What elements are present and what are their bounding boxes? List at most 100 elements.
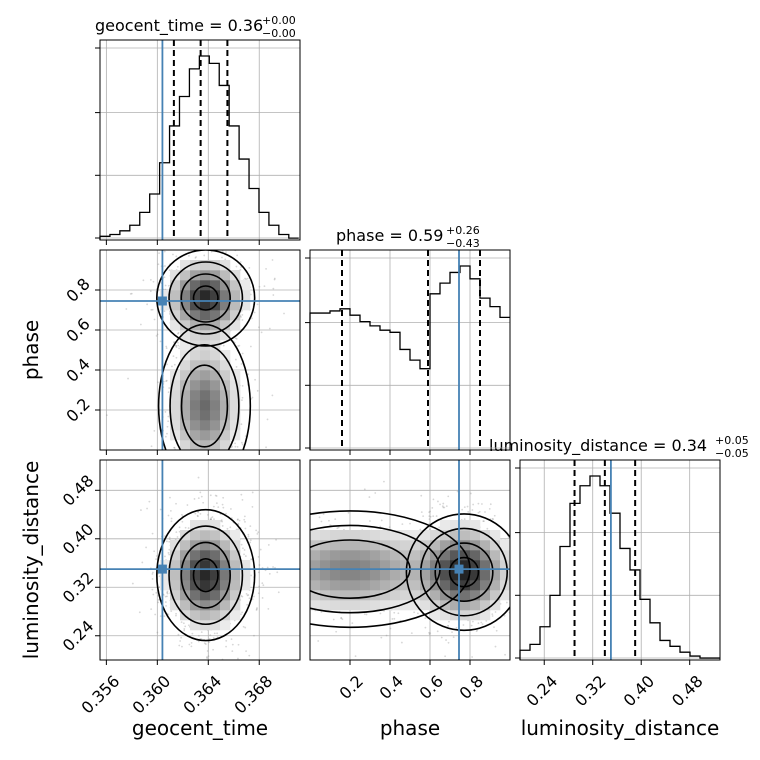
sample-point (186, 504, 189, 506)
ylabel-phase: phase (19, 320, 43, 380)
sample-point (205, 511, 207, 513)
sample-point (480, 621, 483, 624)
density-cell (170, 390, 181, 401)
sample-point (483, 520, 485, 523)
panel-frame (309, 249, 511, 451)
density-cell (500, 550, 510, 561)
sample-point (204, 470, 206, 472)
density-cell (190, 570, 201, 581)
sample-point (307, 540, 309, 542)
sample-point (485, 619, 488, 622)
contour-line (192, 557, 219, 593)
density-cell (180, 310, 191, 321)
sample-point (511, 616, 513, 618)
sample-point (164, 435, 167, 438)
sample-point (292, 607, 294, 609)
sample-point (238, 451, 240, 453)
sample-point (512, 543, 514, 545)
sample-point (216, 632, 219, 635)
sample-point (177, 344, 180, 347)
density-cell (210, 410, 221, 421)
density-cell (180, 580, 191, 591)
sample-point (189, 457, 191, 459)
sample-point (175, 344, 177, 347)
sample-point (235, 265, 238, 268)
sample-point (151, 308, 154, 311)
sample-point (481, 623, 484, 626)
truth-marker (157, 564, 167, 574)
sample-point (168, 540, 171, 543)
density-cell (340, 600, 351, 611)
truth-marker (454, 564, 464, 574)
title-luminosity-distance-sup: +0.05 (715, 434, 749, 447)
sample-point (139, 323, 142, 326)
density-cell (390, 580, 401, 591)
sample-point (432, 498, 435, 501)
density-cell (230, 580, 241, 591)
density-cell (420, 580, 431, 591)
sample-point (445, 505, 448, 508)
sample-point (155, 555, 158, 557)
sample-point (249, 555, 251, 557)
density-cell (220, 270, 231, 281)
sample-point (304, 543, 306, 545)
sample-point (184, 480, 186, 482)
sample-point (429, 632, 432, 635)
density-cell (230, 560, 241, 571)
sample-point (166, 595, 168, 598)
sample-point (534, 552, 536, 554)
contour-line (156, 508, 256, 642)
sample-point (388, 526, 391, 529)
sample-point (181, 645, 183, 648)
density-cell (180, 430, 191, 441)
sample-point (237, 345, 240, 347)
sample-point (271, 259, 274, 261)
sample-point (198, 455, 200, 457)
density-cell (480, 570, 491, 581)
density-cell (310, 570, 321, 581)
density-cell (180, 540, 191, 551)
sample-point (251, 491, 254, 494)
sample-point (172, 355, 175, 358)
sample-point (241, 595, 244, 598)
sample-point (182, 497, 184, 499)
sample-point (235, 365, 238, 368)
density-cell (220, 330, 231, 341)
sample-point (240, 423, 243, 426)
sample-point (303, 595, 305, 597)
sample-point (447, 624, 449, 627)
sample-point (285, 539, 287, 541)
sample-point (305, 571, 307, 573)
sample-point (505, 601, 508, 604)
density-cell (200, 570, 211, 581)
y-tick-label: 0.24 (59, 617, 98, 656)
sample-point (374, 492, 377, 494)
sample-point (260, 592, 262, 594)
density-cell (350, 530, 361, 541)
density-cell (160, 570, 171, 581)
sample-point (438, 526, 441, 529)
panel-content (100, 460, 300, 660)
sample-point (194, 256, 197, 259)
sample-point (231, 445, 234, 448)
sample-point (195, 460, 197, 462)
sample-point (168, 536, 171, 539)
density-cell (360, 570, 371, 581)
sample-point (255, 529, 258, 532)
sample-point (197, 476, 200, 479)
sample-point (145, 546, 147, 549)
density-cell (310, 600, 321, 611)
density-cell (190, 260, 201, 271)
density-cell (470, 560, 481, 571)
sample-point (225, 251, 227, 254)
sample-point (257, 592, 260, 595)
sample-point (203, 254, 206, 257)
density-cell (230, 410, 241, 421)
sample-point (270, 585, 272, 587)
sample-point (249, 345, 252, 348)
density-cell (330, 530, 341, 541)
sample-point (203, 467, 205, 469)
sample-point (149, 290, 152, 293)
sample-point (166, 591, 168, 594)
density-cell (360, 550, 371, 561)
